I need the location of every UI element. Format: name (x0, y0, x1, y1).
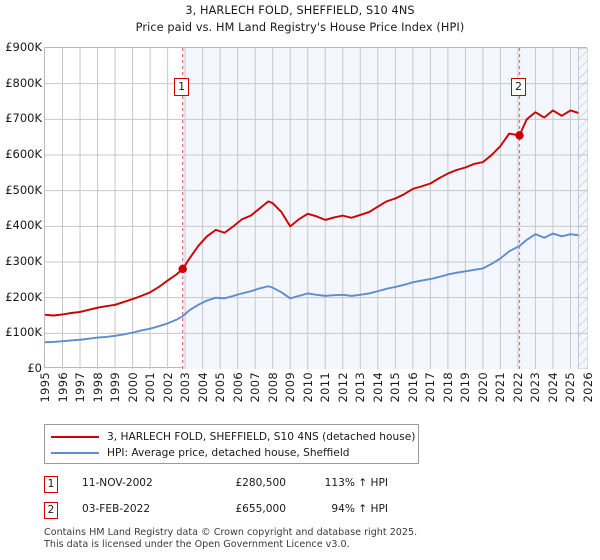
x-axis-tick-label: 2012 (335, 372, 350, 403)
transaction-price-1: £280,500 (235, 477, 286, 489)
chart-marker-2: 2 (511, 78, 526, 96)
y-axis-tick-label: £900K (5, 40, 42, 54)
x-axis-tick-label: 2005 (213, 372, 228, 403)
x-axis-tick-label: 2002 (160, 372, 175, 403)
legend-item-hpi: HPI: Average price, detached house, Shef… (51, 445, 412, 461)
x-axis-tick-label: 2015 (388, 372, 403, 403)
x-axis-tick-label: 2007 (248, 372, 263, 403)
x-axis-tick-label: 2011 (318, 372, 333, 403)
legend-item-price-paid: 3, HARLECH FOLD, SHEFFIELD, S10 4NS (det… (51, 429, 416, 445)
x-axis-tick-label: 2000 (125, 372, 140, 403)
transaction-hpi-2: 94% ↑ HPI (331, 503, 388, 515)
x-axis-tick-label: 1998 (90, 372, 105, 403)
y-axis-tick-label: £700K (5, 111, 42, 126)
legend-label-hpi: HPI: Average price, detached house, Shef… (107, 447, 350, 459)
transaction-index-1: 1 (44, 476, 58, 493)
x-axis-tick-label: 1996 (55, 372, 70, 403)
legend-swatch-price-paid (51, 436, 99, 438)
x-axis-tick-label: 1997 (73, 372, 88, 403)
x-axis-tick-label: 2017 (423, 372, 438, 403)
chart-title-block: 3, HARLECH FOLD, SHEFFIELD, S10 4NS Pric… (0, 2, 600, 36)
x-axis-tick-label: 1995 (38, 372, 52, 403)
chart-legend: 3, HARLECH FOLD, SHEFFIELD, S10 4NS (det… (44, 424, 419, 464)
x-axis-tick-label: 2010 (300, 372, 315, 403)
chart-marker-1: 1 (174, 78, 190, 96)
y-axis-tick-label: £400K (5, 218, 42, 233)
x-axis-tick-label: 2001 (143, 372, 158, 403)
transaction-price-2: £655,000 (235, 503, 286, 515)
x-axis-tick-label: 2014 (370, 372, 385, 403)
y-axis-tick-label: £500K (5, 182, 42, 197)
x-axis-tick-label: 2025 (563, 372, 578, 403)
x-axis-tick-label: 2019 (458, 372, 473, 403)
x-axis-tick-label: 2018 (440, 372, 455, 403)
x-axis-tick-label: 2022 (510, 372, 525, 403)
footer-line-2: This data is licensed under the Open Gov… (44, 538, 350, 550)
x-axis-tick-label: 2026 (581, 372, 595, 403)
x-axis-tick-label: 2021 (493, 372, 508, 403)
x-axis-tick-label: 2004 (195, 372, 210, 403)
legend-label-price-paid: 3, HARLECH FOLD, SHEFFIELD, S10 4NS (det… (107, 431, 416, 443)
y-axis-tick-label: £100K (5, 325, 42, 340)
x-axis-tick-label: 2009 (283, 372, 298, 403)
x-axis-tick-label: 2016 (405, 372, 420, 403)
x-axis-tick-label: 2024 (545, 372, 560, 403)
x-axis-tick-label: 2023 (528, 372, 543, 403)
x-axis-tick-label: 2003 (178, 372, 193, 403)
x-axis-tick-label: 2006 (230, 372, 245, 403)
transaction-date-1: 11-NOV-2002 (82, 477, 153, 489)
page-title: 3, HARLECH FOLD, SHEFFIELD, S10 4NS (185, 4, 415, 17)
page-subtitle: Price paid vs. HM Land Registry's House … (135, 21, 465, 34)
x-axis-tick-label: 1999 (108, 372, 123, 403)
transaction-hpi-1: 113% ↑ HPI (324, 477, 388, 489)
y-axis-tick-label: £300K (5, 254, 42, 268)
transaction-date-2: 03-FEB-2022 (82, 503, 151, 515)
x-axis-tick-label: 2008 (265, 372, 280, 403)
footer-attribution: Contains HM Land Registry data © Crown c… (44, 527, 584, 550)
y-axis-tick-label: £800K (5, 75, 42, 90)
x-axis-tick-label: 2020 (475, 372, 490, 403)
y-axis-tick-label: £200K (5, 289, 42, 304)
transaction-index-2: 2 (44, 502, 58, 519)
plot-frame (44, 47, 588, 369)
y-axis-tick-label: £0 (27, 361, 42, 375)
y-axis-tick-label: £600K (5, 147, 42, 161)
chart-plot-area (44, 47, 588, 369)
chart-canvas (45, 48, 588, 369)
x-axis-tick-label: 2013 (353, 372, 368, 403)
legend-swatch-hpi (51, 452, 99, 454)
footer-line-1: Contains HM Land Registry data © Crown c… (44, 527, 418, 538)
